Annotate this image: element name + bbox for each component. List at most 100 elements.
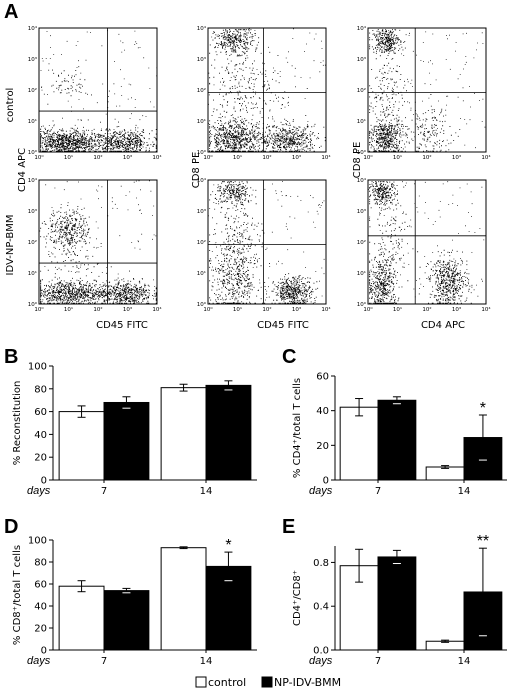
y-tick-label: 0 — [41, 476, 47, 487]
flow-y-tick-label: 10⁴ — [357, 25, 367, 32]
flow-x-tick-label: 10² — [93, 306, 102, 313]
y-tick-label: 100 — [28, 362, 47, 373]
flow-plot-events — [369, 29, 487, 152]
bar-chart-c: 0 20 40 60 % CD4⁺/total T cells 7 14 days * — [292, 372, 507, 497]
bar-chart-e: 0.0 0.4 0.8 CD4⁺/CD8⁺ 7 14 days ** — [292, 533, 507, 667]
y-tick-label: 20 — [34, 624, 47, 635]
flow-plot-events — [39, 180, 157, 304]
flow-x-tick-label: 10² — [262, 306, 271, 313]
y-tick-label: 100 — [28, 536, 47, 547]
row-label-treated: IDV-NP-BMM — [5, 215, 16, 276]
flow-y-tick-label: 10⁰ — [197, 301, 207, 308]
flow-y-tick-label: 10³ — [197, 56, 206, 63]
flow-y-tick-label: 10¹ — [197, 118, 206, 125]
x-tick-label: 14 — [458, 656, 471, 667]
flow-x-tick-label: 10⁰ — [34, 154, 44, 161]
flow-y-tick-label: 10¹ — [197, 270, 206, 277]
flow-x-tick-label: 10⁴ — [152, 306, 162, 313]
y-tick-label: 0 — [323, 476, 329, 487]
flow-x-tick-label: 10⁰ — [363, 306, 373, 313]
flow-x-tick-label: 10¹ — [393, 306, 402, 313]
y-tick-label: 40 — [34, 602, 47, 613]
bar-treated-day-7 — [103, 590, 150, 651]
flow-y-tick-label: 10⁰ — [357, 301, 367, 308]
y-axis-label: % Reconstitution — [12, 381, 23, 466]
flow-xlabel-col1: CD45 FITC — [96, 320, 148, 331]
bar-chart-b: 0 20 40 60 80 100 % Reconstitution 7 14 days — [12, 362, 257, 497]
flow-x-tick-label: 10⁴ — [481, 306, 491, 313]
y-tick-label: 60 — [316, 372, 329, 383]
flow-y-tick-label: 10⁰ — [197, 149, 207, 156]
x-tick-label: 7 — [375, 486, 381, 497]
bar-treated-day-14 — [205, 384, 252, 481]
flow-x-tick-label: 10⁰ — [34, 306, 44, 313]
flow-x-tick-label: 10³ — [123, 154, 132, 161]
bar-chart-d: 0 20 40 60 80 100 % CD8⁺/total T cells 7 14 days * — [12, 536, 257, 667]
significance-marker: * — [480, 400, 486, 417]
y-tick-label: 40 — [316, 406, 329, 417]
flow-x-tick-label: 10¹ — [233, 306, 242, 313]
bar-treated-day-7 — [103, 401, 150, 481]
panel-label-d: D — [4, 516, 18, 538]
y-tick-label: 0.0 — [313, 646, 329, 657]
flow-plot-events — [368, 181, 487, 304]
x-tick-label: 14 — [200, 656, 213, 667]
flow-x-tick-label: 10³ — [452, 306, 461, 313]
y-tick-label: 0 — [41, 646, 47, 657]
flow-x-tick-label: 10¹ — [393, 154, 402, 161]
y-tick-label: 0.4 — [313, 602, 329, 613]
days-label: days — [27, 655, 51, 667]
flow-y-tick-label: 10² — [357, 87, 366, 94]
flow-y-tick-label: 10⁴ — [28, 177, 38, 184]
flow-y-tick-label: 10³ — [357, 56, 366, 63]
flow-x-tick-label: 10¹ — [64, 306, 73, 313]
flow-ylabel-col1: CD4 APC — [17, 148, 28, 192]
flow-y-tick-label: 10² — [357, 239, 366, 246]
flow-x-tick-label: 10² — [93, 154, 102, 161]
flow-y-tick-label: 10³ — [197, 208, 206, 215]
significance-marker: ** — [477, 533, 489, 550]
bar-control-day-7 — [58, 585, 105, 651]
flow-plot-events — [208, 181, 325, 304]
flow-x-tick-label: 10⁰ — [203, 154, 213, 161]
flow-y-tick-label: 10⁰ — [28, 149, 38, 156]
flow-x-tick-label: 10³ — [292, 154, 301, 161]
flow-x-tick-label: 10⁰ — [363, 154, 373, 161]
flow-cytometry-grid: 10⁰10⁰10¹10¹10²10²10³10³10⁴10⁴10⁰10⁰10¹1… — [28, 25, 492, 313]
flow-y-tick-label: 10⁴ — [197, 177, 207, 184]
flow-x-tick-label: 10⁴ — [481, 154, 491, 161]
flow-x-tick-label: 10² — [262, 154, 271, 161]
flow-x-tick-label: 10² — [422, 306, 431, 313]
flow-y-tick-label: 10¹ — [357, 270, 366, 277]
significance-marker: * — [225, 537, 231, 554]
x-tick-label: 7 — [101, 486, 107, 497]
flow-plot-events — [208, 28, 326, 153]
flow-y-tick-label: 10¹ — [28, 118, 37, 125]
flow-y-tick-label: 10⁰ — [28, 301, 38, 308]
flow-x-tick-label: 10¹ — [233, 154, 242, 161]
flow-x-tick-label: 10⁴ — [321, 306, 331, 313]
panel-label-e: E — [282, 516, 295, 538]
flow-ylabel-col2: CD8 PE — [191, 152, 202, 189]
legend-swatch-treated — [261, 676, 273, 688]
flow-x-tick-label: 10⁰ — [203, 306, 213, 313]
bar-control-day-14 — [425, 466, 465, 481]
flow-x-tick-label: 10³ — [452, 154, 461, 161]
y-tick-label: 40 — [34, 430, 47, 441]
flow-x-tick-label: 10⁴ — [152, 154, 162, 161]
panel-label-c: C — [282, 346, 296, 368]
flow-x-tick-label: 10⁴ — [321, 154, 331, 161]
x-tick-label: 14 — [458, 486, 471, 497]
flow-y-tick-label: 10⁴ — [357, 177, 367, 184]
y-tick-label: 20 — [316, 441, 329, 452]
flow-y-tick-label: 10² — [197, 87, 206, 94]
bar-control-day-14 — [160, 547, 207, 651]
y-tick-label: 80 — [34, 384, 47, 395]
legend-swatch-control — [195, 676, 207, 688]
bar-control-day-7 — [339, 406, 379, 481]
